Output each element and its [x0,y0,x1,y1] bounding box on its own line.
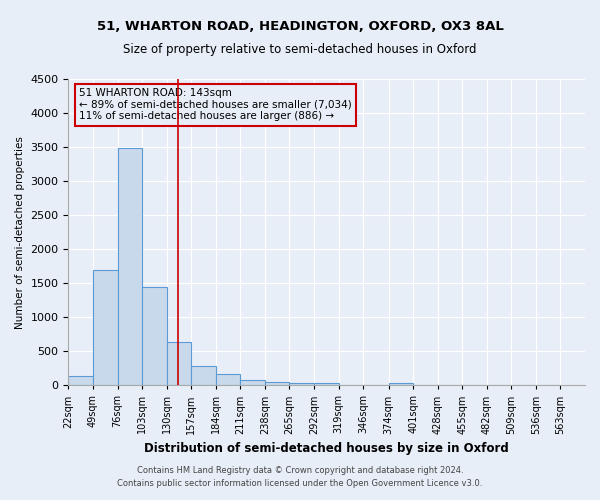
Bar [389,382,413,386]
Text: 51, WHARTON ROAD, HEADINGTON, OXFORD, OX3 8AL: 51, WHARTON ROAD, HEADINGTON, OXFORD, OX… [97,20,503,33]
Bar [338,384,363,386]
Bar [68,376,93,386]
Text: Size of property relative to semi-detached houses in Oxford: Size of property relative to semi-detach… [123,42,477,56]
Y-axis label: Number of semi-detached properties: Number of semi-detached properties [15,136,25,328]
Bar [118,148,142,386]
Bar [167,342,191,386]
Text: 51 WHARTON ROAD: 143sqm
← 89% of semi-detached houses are smaller (7,034)
11% of: 51 WHARTON ROAD: 143sqm ← 89% of semi-de… [79,88,352,122]
Bar [289,382,314,386]
Bar [314,383,338,386]
Bar [216,374,240,386]
X-axis label: Distribution of semi-detached houses by size in Oxford: Distribution of semi-detached houses by … [145,442,509,455]
Bar [240,380,265,386]
Bar [191,366,216,386]
Text: Contains HM Land Registry data © Crown copyright and database right 2024.
Contai: Contains HM Land Registry data © Crown c… [118,466,482,487]
Title: 51, WHARTON ROAD, HEADINGTON, OXFORD, OX3 8AL
Size of property relative to semi-: 51, WHARTON ROAD, HEADINGTON, OXFORD, OX… [0,499,1,500]
Bar [142,286,167,386]
Bar [265,382,289,386]
Bar [93,270,118,386]
